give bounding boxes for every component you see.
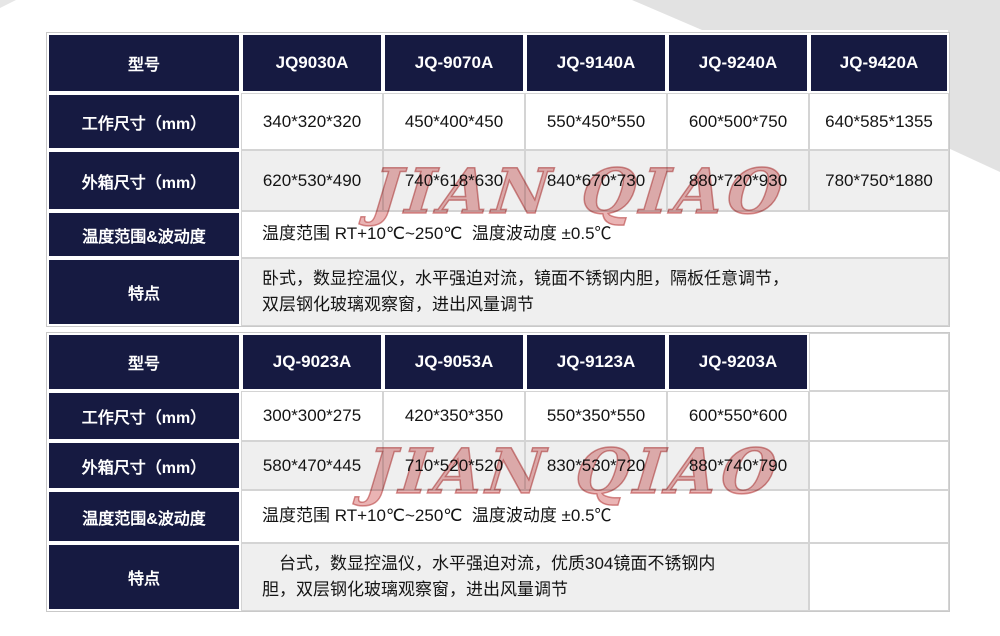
model-header-cell: JQ9030A xyxy=(241,33,383,93)
model-header-cell: JQ-9023A xyxy=(241,333,383,391)
work-size-cell: 600*550*600 xyxy=(667,391,809,441)
table-row: 工作尺寸（mm） 340*320*320 450*400*450 550*450… xyxy=(47,93,949,150)
work-size-cell: 420*350*350 xyxy=(383,391,525,441)
spec-table-2: 型号 JQ-9023A JQ-9053A JQ-9123A JQ-9203A 工… xyxy=(46,332,950,612)
row-label-features: 特点 xyxy=(47,258,241,326)
empty-cell xyxy=(809,333,949,391)
row-label-temp-range: 温度范围&波动度 xyxy=(47,211,241,258)
work-size-cell: 550*350*550 xyxy=(525,391,667,441)
outer-size-cell: 880*740*790 xyxy=(667,441,809,490)
work-size-cell: 300*300*275 xyxy=(241,391,383,441)
outer-size-cell: 830*530*720 xyxy=(525,441,667,490)
model-header-cell: JQ-9140A xyxy=(525,33,667,93)
outer-size-cell: 740*618*630 xyxy=(383,150,525,211)
outer-size-cell: 620*530*490 xyxy=(241,150,383,211)
temp-range-cell: 温度范围 RT+10℃~250℃ 温度波动度 ±0.5℃ xyxy=(241,211,949,258)
empty-cell xyxy=(809,391,949,441)
table-row: 特点 台式，数显控温仪，水平强迫对流，优质304镜面不锈钢内 胆，双层钢化玻璃观… xyxy=(47,543,949,611)
table-row: 型号 JQ9030A JQ-9070A JQ-9140A JQ-9240A JQ… xyxy=(47,33,949,93)
row-label-temp-range: 温度范围&波动度 xyxy=(47,490,241,543)
model-header-cell: JQ-9420A xyxy=(809,33,949,93)
row-label-model: 型号 xyxy=(47,33,241,93)
table-row: 温度范围&波动度 温度范围 RT+10℃~250℃ 温度波动度 ±0.5℃ xyxy=(47,211,949,258)
outer-size-cell: 780*750*1880 xyxy=(809,150,949,211)
outer-size-cell: 710*520*520 xyxy=(383,441,525,490)
model-header-cell: JQ-9203A xyxy=(667,333,809,391)
work-size-cell: 550*450*550 xyxy=(525,93,667,150)
table-row: 外箱尺寸（mm） 620*530*490 740*618*630 840*670… xyxy=(47,150,949,211)
features-cell: 卧式，数显控温仪，水平强迫对流，镜面不锈钢内胆，隔板任意调节， 双层钢化玻璃观察… xyxy=(241,258,949,326)
model-header-cell: JQ-9070A xyxy=(383,33,525,93)
model-header-cell: JQ-9123A xyxy=(525,333,667,391)
empty-cell xyxy=(809,441,949,490)
row-label-work-size: 工作尺寸（mm） xyxy=(47,93,241,150)
work-size-cell: 600*500*750 xyxy=(667,93,809,150)
features-cell: 台式，数显控温仪，水平强迫对流，优质304镜面不锈钢内 胆，双层钢化玻璃观察窗，… xyxy=(241,543,809,611)
row-label-outer-size: 外箱尺寸（mm） xyxy=(47,441,241,490)
outer-size-cell: 880*720*930 xyxy=(667,150,809,211)
row-label-work-size: 工作尺寸（mm） xyxy=(47,391,241,441)
row-label-model: 型号 xyxy=(47,333,241,391)
gray-corner-shape-top-left xyxy=(0,0,16,8)
spec-table-1: 型号 JQ9030A JQ-9070A JQ-9140A JQ-9240A JQ… xyxy=(46,32,950,327)
work-size-cell: 450*400*450 xyxy=(383,93,525,150)
outer-size-cell: 840*670*730 xyxy=(525,150,667,211)
temp-range-cell: 温度范围 RT+10℃~250℃ 温度波动度 ±0.5℃ xyxy=(241,490,809,543)
spec-table-1-grid: 型号 JQ9030A JQ-9070A JQ-9140A JQ-9240A JQ… xyxy=(47,33,949,326)
table-row: 型号 JQ-9023A JQ-9053A JQ-9123A JQ-9203A xyxy=(47,333,949,391)
row-label-features: 特点 xyxy=(47,543,241,611)
work-size-cell: 340*320*320 xyxy=(241,93,383,150)
table-row: 温度范围&波动度 温度范围 RT+10℃~250℃ 温度波动度 ±0.5℃ xyxy=(47,490,949,543)
model-header-cell: JQ-9053A xyxy=(383,333,525,391)
empty-cell xyxy=(809,490,949,543)
model-header-cell: JQ-9240A xyxy=(667,33,809,93)
spec-table-2-grid: 型号 JQ-9023A JQ-9053A JQ-9123A JQ-9203A 工… xyxy=(47,333,949,611)
outer-size-cell: 580*470*445 xyxy=(241,441,383,490)
table-row: 外箱尺寸（mm） 580*470*445 710*520*520 830*530… xyxy=(47,441,949,490)
row-label-outer-size: 外箱尺寸（mm） xyxy=(47,150,241,211)
table-row: 特点 卧式，数显控温仪，水平强迫对流，镜面不锈钢内胆，隔板任意调节， 双层钢化玻… xyxy=(47,258,949,326)
empty-cell xyxy=(809,543,949,611)
work-size-cell: 640*585*1355 xyxy=(809,93,949,150)
table-row: 工作尺寸（mm） 300*300*275 420*350*350 550*350… xyxy=(47,391,949,441)
